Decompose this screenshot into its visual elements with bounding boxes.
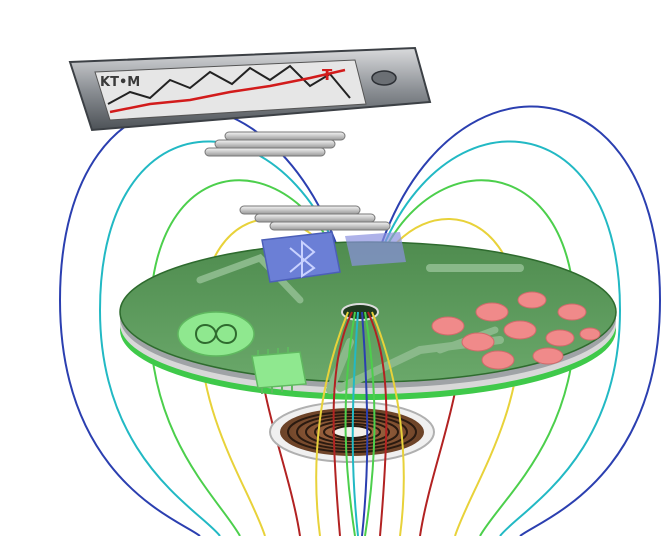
screen-label: KT•M [100, 75, 140, 90]
microchip-icon [251, 347, 307, 394]
stock-chart-line [107, 64, 351, 105]
sensor-array [431, 291, 601, 370]
mobile-phone-icon: KT•M T [68, 46, 432, 132]
antenna-pad [345, 232, 406, 266]
infinity-icon [177, 311, 255, 357]
antenna-bars-upper [204, 131, 346, 157]
magnetic-field-lines-front [315, 311, 405, 536]
screen-marker: T [322, 66, 333, 84]
bluetooth-icon [261, 231, 341, 283]
antenna-bars-lower [239, 205, 391, 231]
trend-line [109, 68, 346, 114]
home-button [371, 70, 397, 86]
